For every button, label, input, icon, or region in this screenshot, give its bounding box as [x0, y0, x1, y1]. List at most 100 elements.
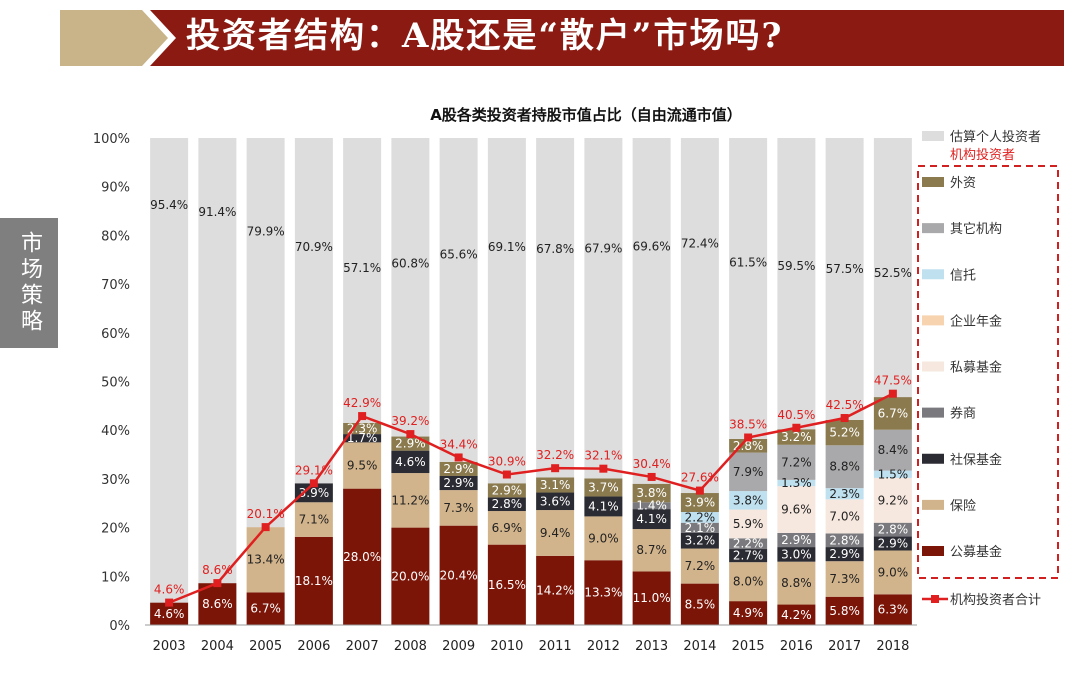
- x-tick-label: 2009: [442, 639, 475, 654]
- bar-segment: [198, 583, 237, 625]
- bar-segment: [777, 429, 816, 445]
- bar-segment: [487, 483, 526, 498]
- legend-label: 机构投资者合计: [950, 592, 1041, 608]
- data-label: 7.1%: [299, 513, 330, 527]
- data-label: 70.9%: [295, 240, 333, 254]
- data-label: 7.9%: [733, 465, 764, 479]
- data-label: 1.3%: [781, 476, 812, 490]
- bar-segment: [873, 477, 912, 523]
- data-label: 3.1%: [540, 478, 571, 492]
- bar-segment: [632, 502, 671, 510]
- data-label: 6.3%: [878, 603, 909, 617]
- legend-label: 信托: [950, 268, 976, 283]
- bar-segment: [825, 547, 864, 562]
- legend-label: 公募基金: [950, 544, 1002, 560]
- legend-line-marker: [931, 595, 939, 603]
- data-label: 2.9%: [829, 547, 860, 561]
- x-axis: 2003 2004 2005 2006 2007 2008 2009 2010 2011 2012…: [145, 624, 917, 654]
- legend-swatch: [922, 361, 944, 372]
- data-label: 2.8%: [492, 497, 523, 511]
- total-line-label: 42.9%: [343, 396, 381, 410]
- data-label: 65.6%: [440, 247, 478, 261]
- bar-segment: [729, 452, 768, 492]
- bar-segment: [680, 138, 719, 494]
- data-label: 8.0%: [733, 575, 764, 589]
- bar-segment: [391, 473, 430, 528]
- bar-segment: [777, 561, 816, 605]
- bar-segment: [343, 442, 382, 489]
- data-label: 3.2%: [685, 534, 716, 548]
- bar-segment: [343, 138, 382, 423]
- x-tick-label: 2005: [249, 639, 282, 654]
- total-line-point: [695, 486, 704, 495]
- data-label: 18.1%: [295, 574, 333, 588]
- bar-segment: [391, 450, 430, 474]
- bar-segment: [343, 422, 382, 435]
- bar-segment: [825, 596, 864, 625]
- bar-segment: [873, 429, 912, 471]
- bar-segment: [873, 470, 912, 478]
- bar-segment: [584, 560, 623, 625]
- bar-segment: [439, 138, 478, 462]
- bar-segment: [536, 492, 575, 511]
- banner-main-bar: [150, 10, 1064, 66]
- y-tick-label: 50%: [101, 376, 130, 391]
- bar-segment: [777, 479, 816, 487]
- data-label: 8.7%: [636, 543, 667, 557]
- bar-segment: [825, 419, 864, 446]
- data-label: 9.2%: [878, 493, 909, 507]
- y-tick-label: 0%: [109, 619, 130, 634]
- bar-segment: [487, 544, 526, 625]
- total-line-label: 4.6%: [154, 583, 185, 597]
- data-label: 6.7%: [250, 602, 281, 616]
- bar-segment: [873, 550, 912, 595]
- data-label: 9.0%: [878, 565, 909, 579]
- data-label: 3.9%: [685, 496, 716, 510]
- legend-swatch: [922, 269, 944, 280]
- legend-label: 保险: [950, 499, 976, 514]
- total-line-layer: 4.6% 8.6% 20.1% 29.1% 42.9% 39.2% 34.4% 30.9% 32…: [154, 374, 912, 607]
- bar-segment: [343, 434, 382, 443]
- data-label: 1.7%: [347, 431, 378, 445]
- data-label: 69.1%: [488, 240, 526, 254]
- side-tab-label: 市场策略: [17, 231, 42, 335]
- bar-segment: [825, 561, 864, 597]
- bar-segment: [391, 138, 430, 437]
- x-tick-label: 2015: [732, 639, 765, 654]
- legend-label: 外资: [950, 176, 976, 191]
- data-label: 72.4%: [681, 237, 719, 251]
- bar-segment: [825, 138, 864, 420]
- total-line-label: 47.5%: [874, 374, 912, 388]
- legend-swatch: [922, 546, 944, 556]
- data-label: 67.8%: [536, 242, 574, 256]
- data-label: 79.9%: [247, 225, 285, 239]
- data-label: 57.1%: [343, 261, 381, 275]
- x-tick-label: 2003: [153, 639, 186, 654]
- bar-segment: [198, 138, 237, 584]
- total-line-point: [840, 414, 849, 423]
- total-line-label: 39.2%: [391, 414, 429, 428]
- data-label: 61.5%: [729, 255, 767, 269]
- total-line-point: [358, 412, 367, 421]
- x-tick-label: 2006: [297, 639, 330, 654]
- chart-title: A股各类投资者持股市值占比（自由流通市值）: [430, 106, 742, 124]
- y-tick-label: 10%: [101, 570, 130, 585]
- total-line-label: 42.5%: [826, 398, 864, 412]
- data-label: 7.3%: [829, 572, 860, 586]
- bar-segment: [680, 512, 719, 523]
- data-label: 2.9%: [443, 476, 474, 490]
- banner-left-chevron: [60, 10, 168, 66]
- legend-label: 其它机构: [950, 221, 1002, 237]
- bar-segment: [777, 486, 816, 533]
- bar-segment: [777, 532, 816, 548]
- total-line-label: 32.2%: [536, 448, 574, 462]
- data-label: 4.1%: [636, 512, 667, 526]
- bars-layer: [150, 138, 912, 625]
- data-label: 1.5%: [878, 467, 909, 481]
- total-line: [168, 392, 894, 604]
- bar-segment: [873, 138, 912, 398]
- legend-label: 社保基金: [950, 452, 1002, 468]
- y-tick-label: 40%: [101, 424, 130, 439]
- data-label: 14.2%: [536, 583, 574, 597]
- total-line-point: [165, 598, 174, 607]
